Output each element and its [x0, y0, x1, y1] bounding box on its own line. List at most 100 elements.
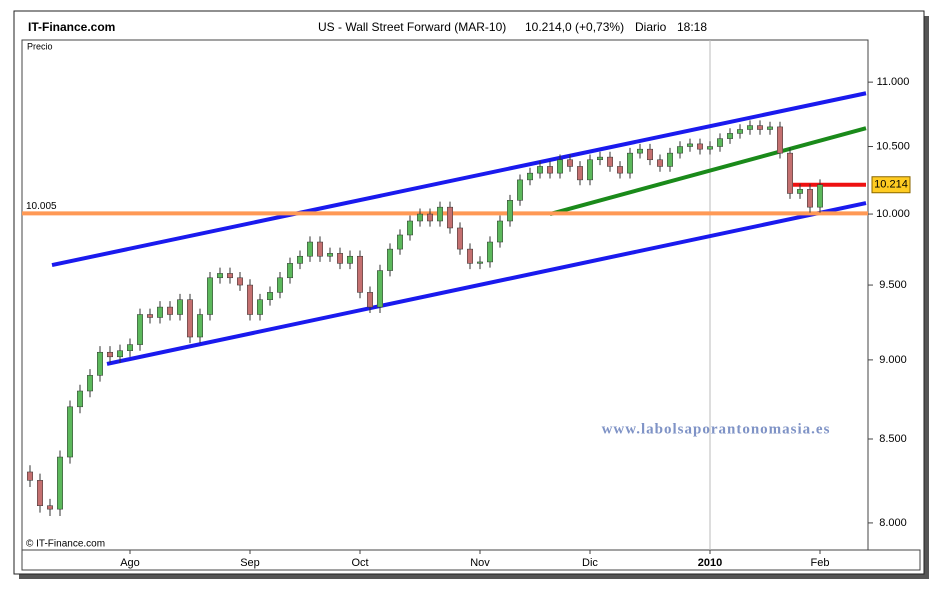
candle-body [97, 351, 103, 376]
y-tick-label: 9.500 [879, 279, 907, 291]
candle-body [597, 156, 603, 161]
candle-body [167, 306, 173, 315]
candle-body [297, 255, 303, 264]
candle-body [67, 406, 73, 458]
candle-body [557, 159, 563, 174]
chart-title: US - Wall Street Forward (MAR-10) [318, 20, 506, 34]
candle-body [457, 227, 463, 250]
candle-body [107, 351, 113, 358]
candle-body [287, 263, 293, 279]
line-label: 10.005 [26, 201, 57, 212]
trend-line [106, 201, 867, 366]
candle-body [627, 152, 633, 174]
candle-body [667, 152, 673, 167]
x-tick-label: Sep [240, 557, 260, 569]
y-label: Precio [27, 41, 53, 51]
candle-body [747, 125, 753, 130]
candle-body [467, 248, 473, 264]
y-tick-label: 8.500 [879, 433, 907, 445]
candle-body [807, 189, 813, 208]
source: IT-Finance.com [28, 20, 115, 34]
x-tick-label: Dic [582, 557, 598, 569]
candle-body [757, 125, 763, 130]
candle-body [637, 148, 643, 154]
candle-body [37, 480, 43, 506]
candle-body [257, 299, 263, 315]
candle-body [497, 220, 503, 243]
candle-body [47, 505, 53, 510]
candle-body [617, 166, 623, 174]
candle-body [507, 200, 513, 222]
candle-body [317, 241, 323, 257]
candle-body [227, 273, 233, 279]
candle-body [787, 152, 793, 194]
x-tick-label: Feb [811, 557, 830, 569]
x-axis-area [21, 549, 921, 571]
candle-body [357, 255, 363, 293]
candle-body [717, 138, 723, 147]
candle-body [737, 129, 743, 134]
candle-body [377, 270, 383, 308]
candle-body [817, 184, 823, 208]
candle-body [267, 292, 273, 300]
candle-body [437, 206, 443, 222]
candle-body [157, 306, 163, 318]
candle-body [117, 350, 123, 358]
candle-body [537, 166, 543, 174]
period: Diario [635, 20, 667, 34]
candle-body [57, 456, 63, 510]
candle-body [27, 471, 33, 481]
x-tick-label: 2010 [698, 557, 722, 569]
y-tick-label: 11.000 [877, 76, 910, 88]
candle-body [367, 292, 373, 308]
candle-body [687, 143, 693, 147]
candle-body [477, 261, 483, 264]
y-tick-label: 9.000 [879, 354, 907, 366]
watermark: www.labolsaporantonomasia.es [602, 421, 831, 437]
candle-body [697, 143, 703, 150]
x-tick-label: Ago [120, 557, 140, 569]
candle-body [197, 314, 203, 338]
trend-line [549, 126, 867, 216]
candle-body [677, 146, 683, 154]
x-tick-label: Oct [351, 557, 368, 569]
price-badge-label: 10.214 [874, 179, 908, 191]
copyright: © IT-Finance.com [26, 539, 105, 550]
candle-body [307, 241, 313, 257]
price-badge [871, 176, 911, 194]
candle-body [607, 156, 613, 167]
y-tick-label: 8.000 [879, 517, 907, 529]
candle-body [217, 273, 223, 279]
candle-body [137, 314, 143, 345]
candle-body [547, 166, 553, 174]
candle-body [177, 299, 183, 315]
candle-body [207, 277, 213, 315]
candle-body [397, 234, 403, 250]
candle-body [417, 213, 423, 222]
candle-body [727, 133, 733, 139]
candle-body [347, 255, 353, 264]
candle-body [147, 314, 153, 318]
x-tick-label: Nov [470, 557, 490, 569]
candle-body [587, 159, 593, 181]
candle-body [767, 126, 773, 130]
y-tick-label: 10.500 [876, 140, 910, 152]
candle-body [427, 213, 433, 222]
quote: 10.214,0 (+0,73%) [525, 20, 624, 34]
candle-body [517, 179, 523, 201]
candle-body [707, 146, 713, 150]
candle-body [777, 126, 783, 154]
candle-body [487, 241, 493, 263]
y-tick-label: 10.000 [876, 208, 910, 220]
candle-body [657, 159, 663, 167]
candle-body [797, 189, 803, 194]
plot-area [21, 39, 869, 551]
trend-line [51, 91, 867, 268]
candle-body [527, 172, 533, 181]
candle-body [407, 220, 413, 236]
candle-body [647, 148, 653, 161]
candle-body [387, 248, 393, 271]
candle-body [337, 253, 343, 264]
